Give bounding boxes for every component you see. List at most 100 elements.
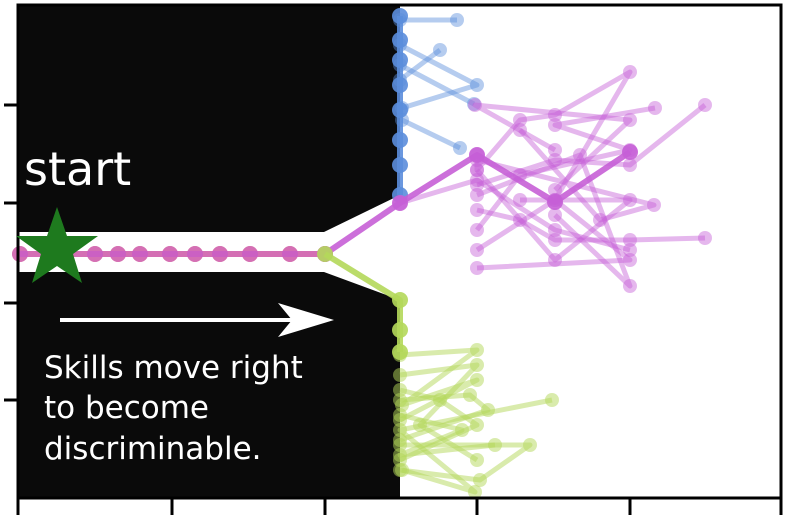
skill-magenta-branch-1 (470, 65, 637, 207)
skill-magenta-branch-3-line (476, 207, 706, 243)
skill-magenta-corridor-point-9 (282, 246, 298, 262)
start-label: start (24, 142, 131, 196)
skill-green-branch-6-point-1 (393, 368, 407, 382)
skill-magenta-branch-7-point-2 (573, 148, 587, 162)
skill-blue-branch-2-point-3 (395, 101, 409, 115)
skill-green-main-point-3 (392, 322, 408, 338)
skill-blue-trunk-point-6 (392, 52, 408, 68)
skill-magenta-branch-1-point-2 (470, 163, 484, 177)
skill-trajectories (12, 8, 712, 499)
skill-magenta-branch-1-point-4 (548, 108, 562, 122)
skill-green-branch-4-point-2 (468, 485, 482, 499)
skill-blue-branch-5-line (398, 48, 442, 82)
skill-blue-branch-3-point-1 (393, 58, 407, 72)
skill-magenta-main (317, 144, 638, 262)
skill-green-main-point-1 (317, 246, 333, 262)
skill-blue-branch-4-line (400, 117, 462, 151)
skill-magenta-branch-4-point-3 (623, 253, 637, 267)
skill-magenta-branch-2-point-3 (623, 158, 637, 172)
start-star-icon (16, 207, 98, 283)
skill-green-branch-1-point-1 (393, 348, 407, 362)
skill-magenta-branch-7 (470, 148, 637, 293)
skill-green-branch-2-point-2 (463, 388, 477, 402)
skill-blue-branch-2-point-2 (470, 78, 484, 92)
skill-magenta-corridor-point-4 (132, 246, 148, 262)
skill-blue-trunk-point-3 (392, 132, 408, 148)
skill-magenta-branch-4 (470, 193, 637, 275)
skill-blue-branch-2-point-1 (393, 38, 407, 52)
skill-magenta-main-point-3 (469, 147, 485, 163)
skill-magenta-main-point-4 (547, 194, 563, 210)
skill-magenta-corridor-point-3 (110, 246, 126, 262)
skill-magenta-branch-2 (470, 98, 712, 192)
skill-magenta-branch-6-point-4 (548, 143, 562, 157)
skill-magenta-branch-3-point-4 (623, 233, 637, 247)
skill-magenta-branch-5-line (475, 105, 656, 232)
skill-magenta-branch-5 (470, 101, 662, 237)
skill-green-branch-7-point-4 (393, 453, 407, 467)
skill-green-branch-7-line (398, 387, 480, 463)
skill-green-branch-3-point-1 (393, 438, 407, 452)
caption-line-1: Skills move right (44, 350, 303, 386)
skill-blue-branch-5 (393, 43, 447, 87)
skill-magenta-branch-8-line (476, 128, 657, 223)
skill-magenta-branch-7-point-1 (470, 188, 484, 202)
skill-magenta-branch-3-point-3 (548, 233, 562, 247)
skill-magenta-branch-10-point-1 (393, 196, 407, 210)
skill-green-branch-3-point-2 (523, 438, 537, 452)
skill-blue-branch-3 (393, 58, 481, 111)
frame-border (16, 3, 783, 500)
skill-magenta-corridor-point-1 (12, 246, 28, 262)
skill-green-branch-4-line (397, 397, 553, 495)
skill-magenta-branch-4-point-1 (470, 243, 484, 257)
skill-magenta-branch-8-point-2 (593, 213, 607, 227)
skill-magenta-corridor-point-7 (212, 246, 228, 262)
skill-blue-branch-2-line (398, 42, 480, 111)
skill-blue-trunk-point-7 (392, 32, 408, 48)
skill-blue-trunk-point-4 (392, 102, 408, 118)
skill-magenta-branch-10-point-2 (470, 173, 484, 187)
skill-green-main (317, 246, 408, 360)
skill-magenta-branch-3 (470, 203, 712, 247)
skill-magenta-branch-1-point-3 (513, 113, 527, 127)
skill-magenta-branch-9-point-1 (470, 163, 484, 177)
skill-green-branch-4-point-4 (545, 393, 559, 407)
skill-magenta-branch-10 (393, 173, 637, 257)
arrow-head (278, 303, 334, 337)
skill-green-branch-2-point-1 (393, 393, 407, 407)
skill-green-branch-6-point-3 (413, 418, 427, 432)
skill-magenta-branch-7-point-4 (548, 208, 562, 222)
skill-blue-branch-1 (393, 13, 464, 27)
skill-green-branch-5-line (397, 412, 496, 458)
skill-magenta-branch-2-point-1 (470, 178, 484, 192)
caption-line-2: to become (44, 390, 209, 426)
skill-blue-branch-5-point-2 (433, 43, 447, 57)
skill-green-branch-7-point-3 (470, 418, 484, 432)
skill-green-branch-3-point-3 (473, 473, 487, 487)
skill-blue-branch-4-point-2 (453, 141, 467, 155)
skill-magenta-branch-1-line (474, 69, 633, 202)
skill-blue-trunk-point-5 (392, 77, 408, 93)
skill-blue-branch-1-point-2 (450, 13, 464, 27)
skill-magenta-branch-4-line (475, 197, 633, 271)
skill-green-branch-5-point-4 (488, 438, 502, 452)
skill-blue-trunk (392, 8, 408, 203)
skill-magenta-branch-8-point-3 (647, 198, 661, 212)
skill-green-branch-6-point-4 (470, 453, 484, 467)
skill-magenta-branch-10-line (399, 177, 631, 253)
skill-green-main-point-2 (392, 292, 408, 308)
skill-magenta-branch-10-point-3 (548, 223, 562, 237)
skill-magenta-branch-8 (470, 123, 661, 227)
skill-green-branch-6-line (399, 362, 480, 463)
axis-ticks (4, 103, 783, 515)
skill-green-branch-1-point-2 (470, 343, 484, 357)
maze-wall-top (18, 5, 400, 232)
skill-green-branch-3-line (399, 442, 533, 483)
skill-green-main-line (323, 251, 403, 352)
skill-magenta-branch-2-line (476, 103, 707, 188)
skill-magenta-branch-9-point-3 (623, 193, 637, 207)
skill-magenta-branch-1-point-6 (548, 193, 562, 207)
skill-blue-branch-3-point-2 (467, 97, 481, 111)
skill-magenta-branch-6-point-2 (623, 113, 637, 127)
